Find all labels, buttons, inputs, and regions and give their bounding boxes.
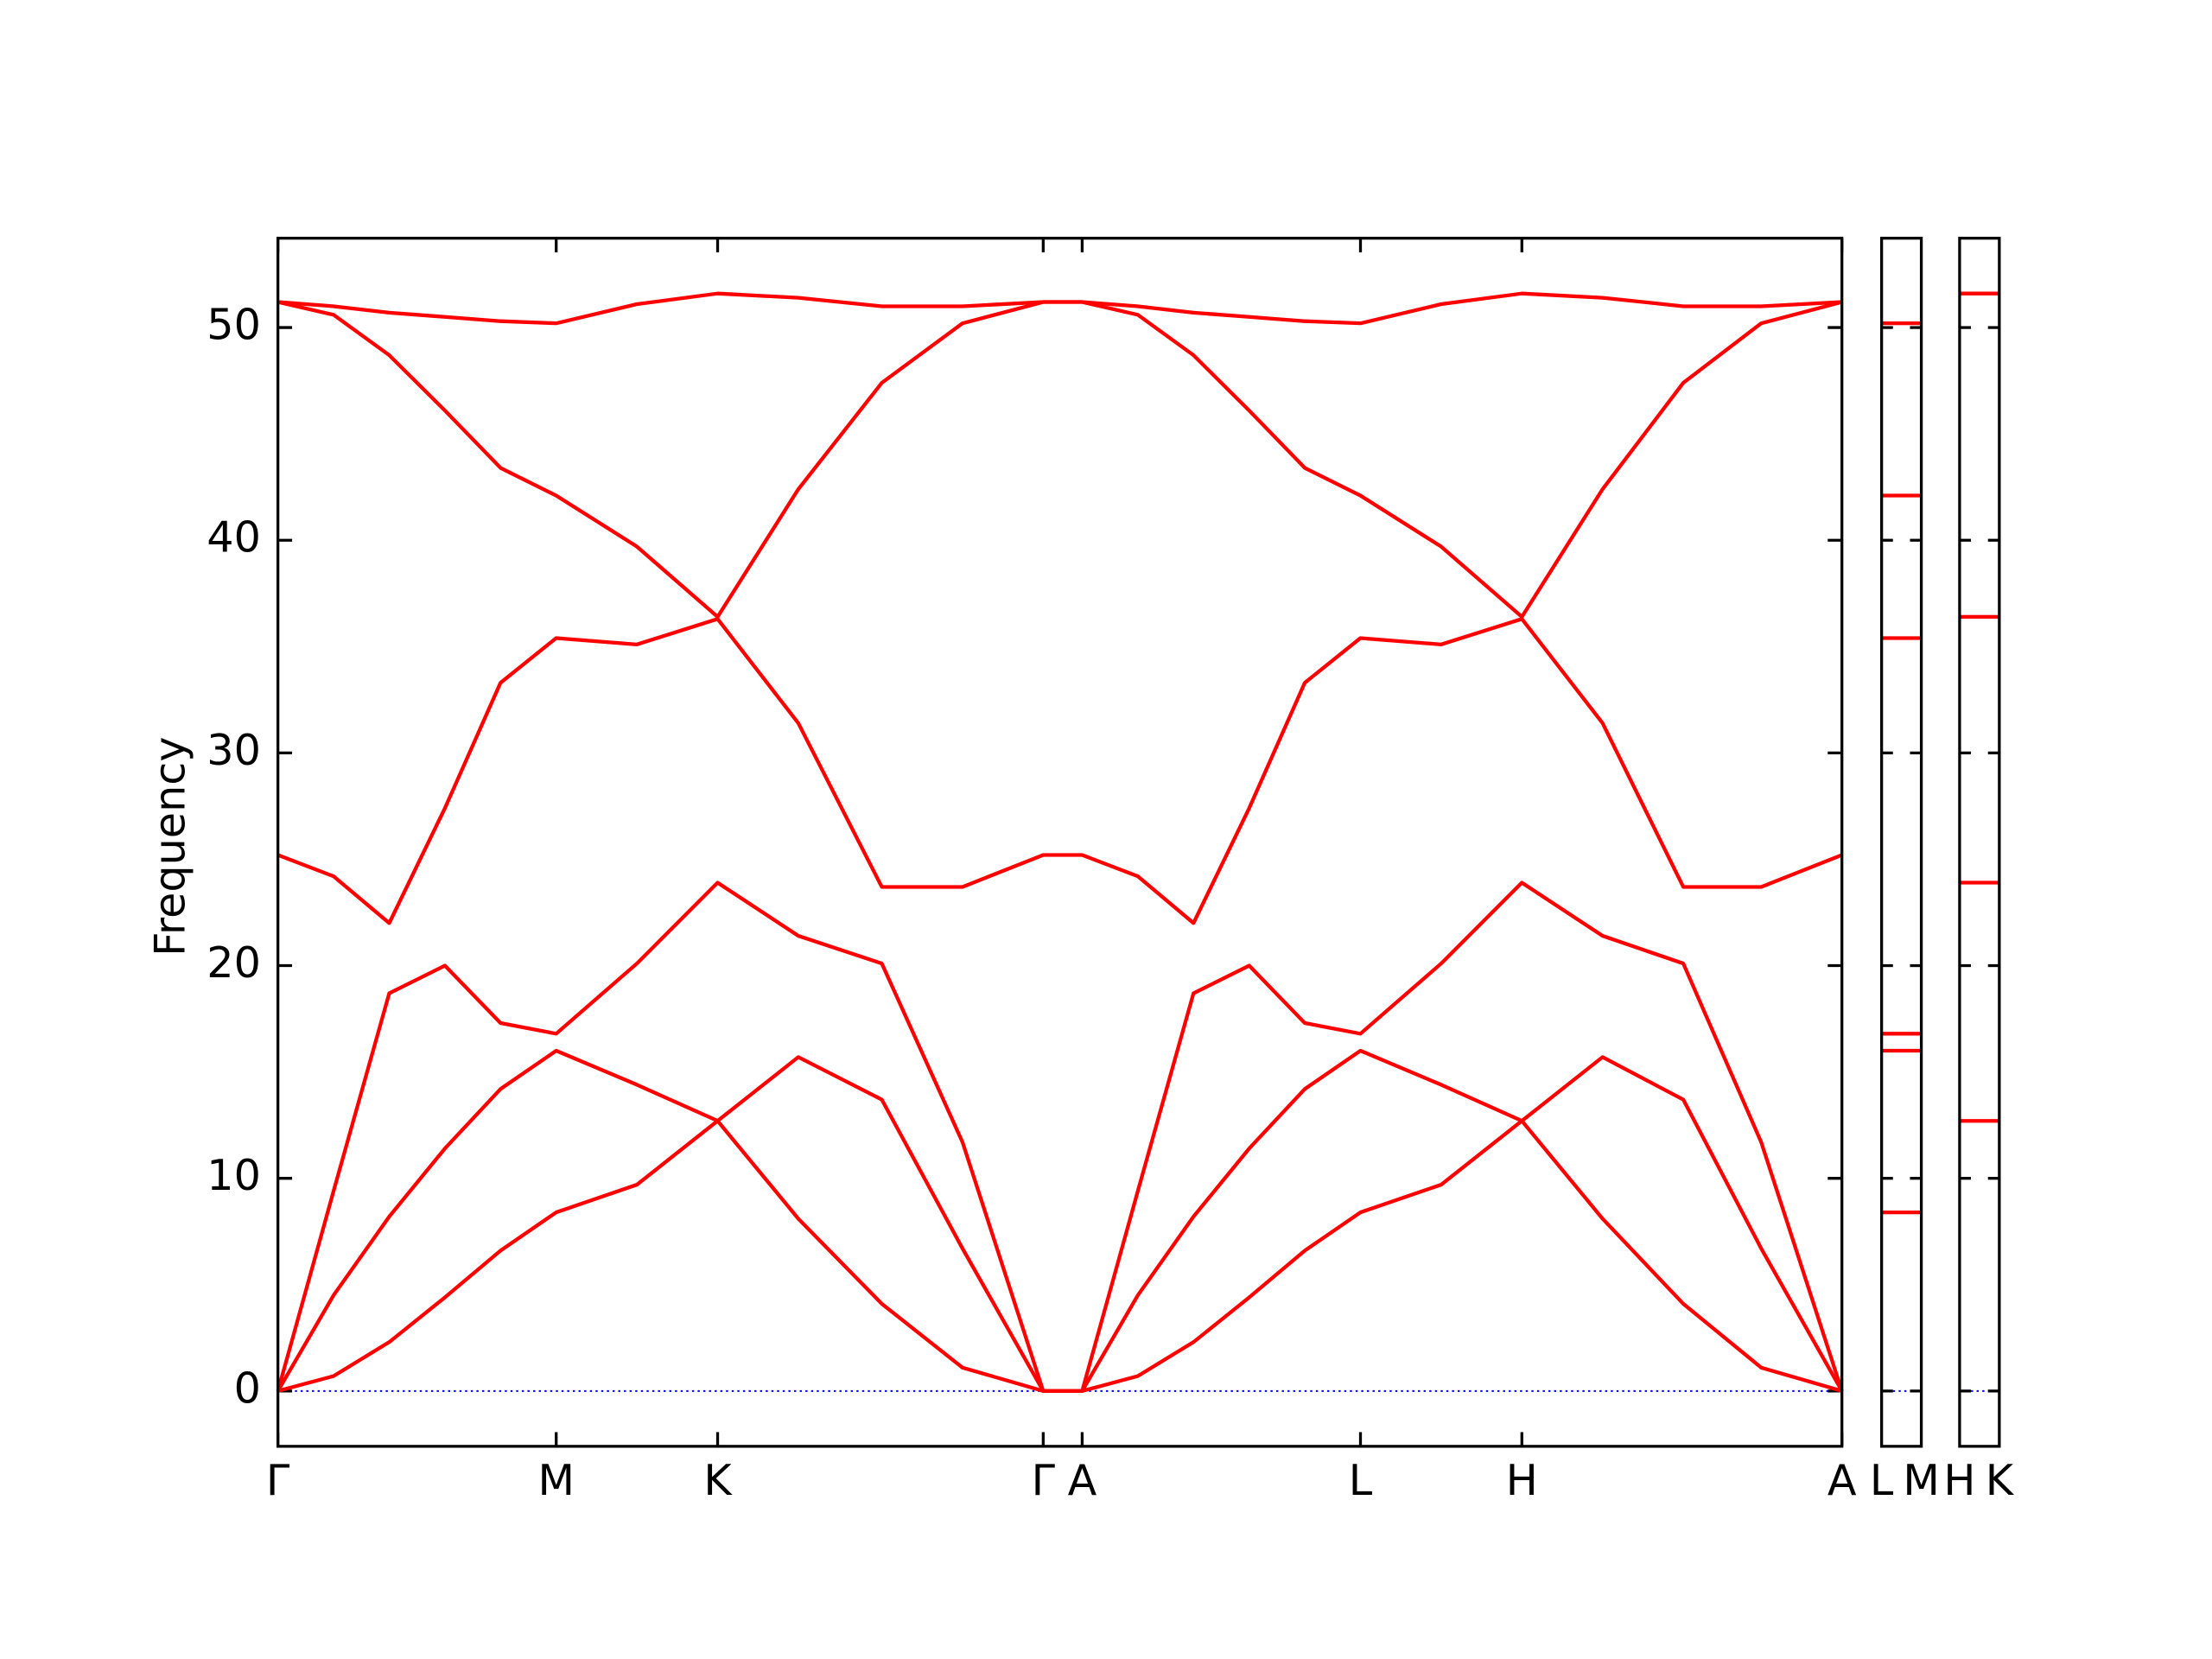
band-line xyxy=(276,880,1844,1393)
x-tick-label: M xyxy=(1903,1455,1939,1505)
band-line xyxy=(277,1119,1843,1393)
y-tick-label: 30 xyxy=(207,725,261,775)
band-line xyxy=(276,1048,1844,1393)
band-line xyxy=(276,617,1843,925)
x-tick-label: M xyxy=(537,1455,574,1505)
plot-frame xyxy=(276,237,1844,1448)
x-tick-label: A xyxy=(1827,1455,1857,1505)
y-tick-label: 10 xyxy=(207,1150,261,1200)
plot-frame xyxy=(1880,237,1923,1448)
x-tick-label: L xyxy=(1349,1455,1373,1505)
x-tick-label: Γ xyxy=(266,1455,290,1505)
y-axis-label: Frequency xyxy=(145,737,195,957)
x-tick-label: H xyxy=(1943,1455,1975,1505)
x-tick-label: A xyxy=(1068,1455,1097,1505)
y-tick-label: 40 xyxy=(207,512,261,563)
plot-frame xyxy=(1958,237,2001,1448)
x-tick-label: K xyxy=(703,1455,733,1505)
y-tick-label: 50 xyxy=(207,300,261,350)
x-tick-label: K xyxy=(1986,1455,2015,1505)
y-tick-label: 0 xyxy=(234,1363,261,1413)
x-tick-label: H xyxy=(1506,1455,1538,1505)
x-tick-label: L xyxy=(1870,1455,1894,1505)
x-tick-label: Γ xyxy=(1032,1455,1056,1505)
band-line xyxy=(277,300,1843,619)
y-tick-label: 20 xyxy=(207,938,261,988)
band-line xyxy=(277,291,1842,326)
